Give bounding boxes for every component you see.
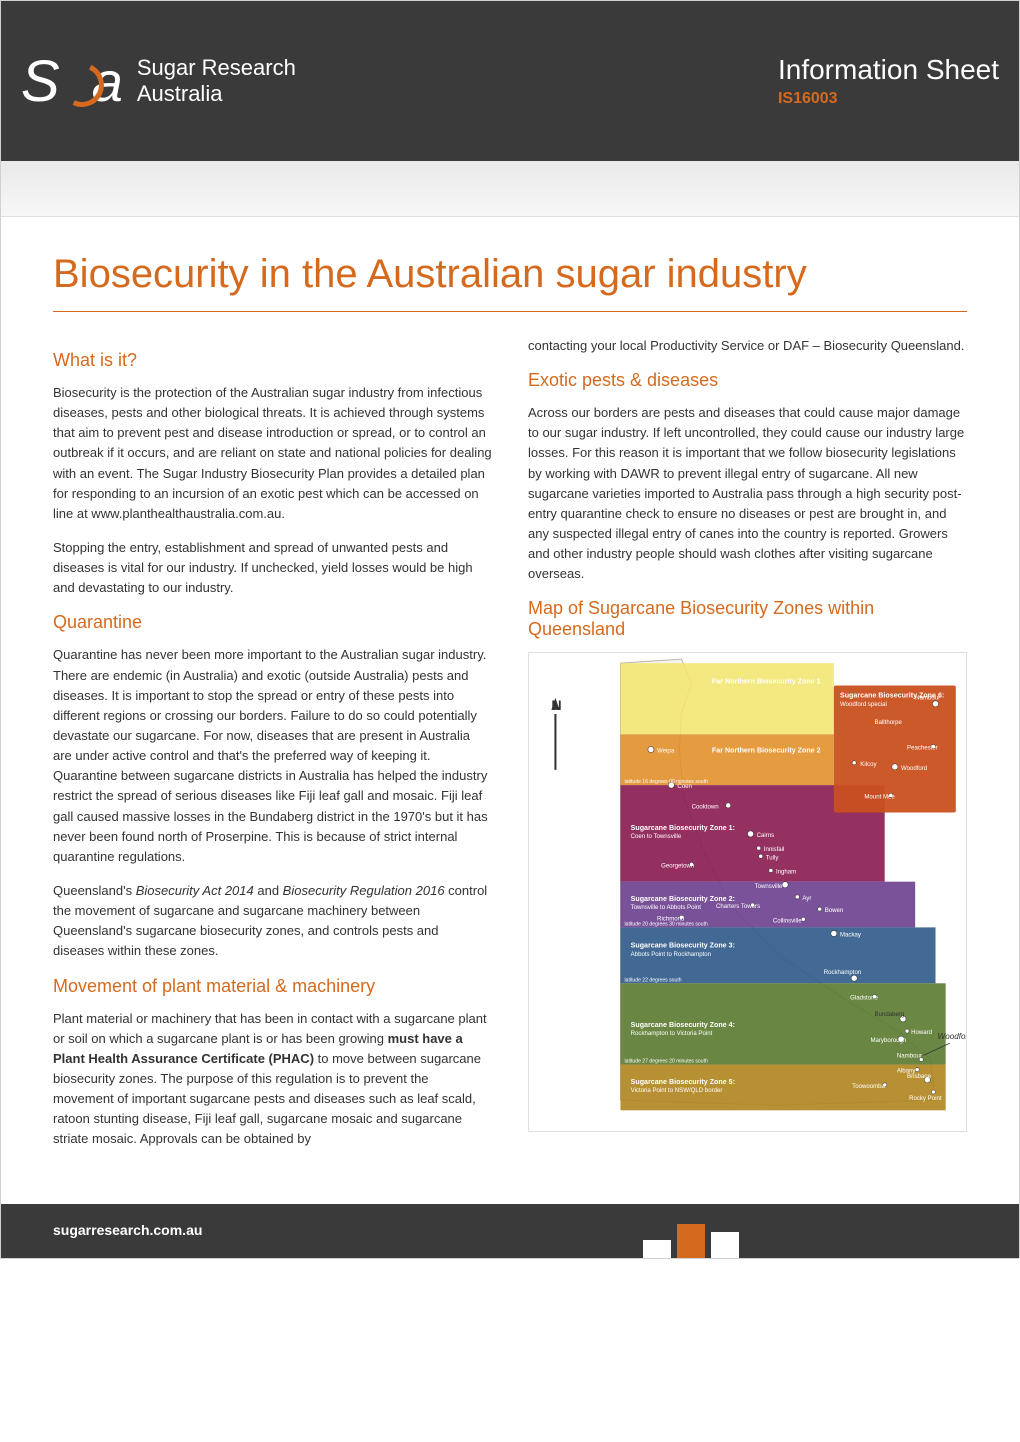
- info-sheet-title: Information Sheet: [778, 54, 999, 86]
- footer-url: sugarresearch.com.au: [53, 1222, 202, 1238]
- exotic-p1: Across our borders are pests and disease…: [528, 403, 967, 584]
- svg-text:latitude 20 degrees 30 minutes: latitude 20 degrees 30 minutes south: [625, 922, 708, 928]
- info-sheet-code: IS16003: [778, 90, 999, 108]
- svg-text:Sugarcane Biosecurity Zone 4:: Sugarcane Biosecurity Zone 4:: [631, 1021, 735, 1029]
- header-stripe: [1, 161, 1019, 217]
- leaf-icon: [54, 57, 98, 101]
- svg-text:Mackay: Mackay: [840, 932, 862, 939]
- svg-text:Gladstone: Gladstone: [850, 995, 878, 1002]
- svg-text:Woodford: Woodford: [901, 765, 927, 772]
- heading-movement: Movement of plant material & machinery: [53, 976, 492, 997]
- svg-text:Mount Mee: Mount Mee: [864, 794, 895, 801]
- svg-text:Tully: Tully: [766, 855, 780, 862]
- svg-text:Maryborough: Maryborough: [870, 1038, 906, 1045]
- svg-text:Woodford special: Woodford special: [840, 701, 887, 708]
- what-is-it-p2: Stopping the entry, establishment and sp…: [53, 538, 492, 598]
- svg-text:Brisbane: Brisbane: [907, 1073, 932, 1080]
- svg-text:Innisfail: Innisfail: [764, 847, 785, 854]
- svg-text:Nambour: Nambour: [897, 1053, 922, 1060]
- svg-text:Sugarcane Biosecurity Zone 3:: Sugarcane Biosecurity Zone 3:: [631, 942, 735, 950]
- info-sheet-block: Information Sheet IS16003: [778, 54, 999, 108]
- svg-text:Sugarcane Biosecurity Zone 1:: Sugarcane Biosecurity Zone 1:: [631, 824, 735, 832]
- svg-text:Abbots Point to Rockhampton: Abbots Point to Rockhampton: [631, 951, 711, 958]
- svg-text:Sugarcane Biosecurity Zone 2:: Sugarcane Biosecurity Zone 2:: [631, 895, 735, 903]
- movement-p1-cont: contacting your local Productivity Servi…: [528, 336, 967, 356]
- heading-map: Map of Sugarcane Biosecurity Zones withi…: [528, 598, 967, 640]
- svg-text:latitude 22 degrees south: latitude 22 degrees south: [625, 978, 682, 984]
- svg-text:Peachester: Peachester: [907, 745, 938, 752]
- svg-text:Cairns: Cairns: [757, 832, 775, 839]
- right-column: contacting your local Productivity Servi…: [528, 336, 967, 1164]
- svg-text:Ingham: Ingham: [776, 869, 796, 876]
- biosecurity-zones-map: N: [528, 652, 967, 1132]
- zone-far-northern-1: [620, 664, 833, 735]
- svg-text:Far Northern Biosecurity Zone: Far Northern Biosecurity Zone 1: [712, 678, 821, 686]
- svg-text:Far Northern Biosecurity Zone: Far Northern Biosecurity Zone 2: [712, 747, 821, 755]
- zone-far-northern-2: [620, 735, 833, 786]
- svg-text:latitude 27 degrees 20 minutes: latitude 27 degrees 20 minutes south: [625, 1059, 708, 1065]
- svg-text:Coen to Townsville: Coen to Townsville: [631, 833, 682, 840]
- svg-text:Collinsville: Collinsville: [773, 918, 802, 925]
- svg-text:Cooktown: Cooktown: [692, 804, 719, 811]
- svg-text:Townsville: Townsville: [755, 883, 783, 890]
- what-is-it-p1: Biosecurity is the protection of the Aus…: [53, 383, 492, 524]
- movement-p1: Plant material or machinery that has bee…: [53, 1009, 492, 1150]
- svg-text:Rockhampton to Victoria Point: Rockhampton to Victoria Point: [631, 1031, 713, 1038]
- svg-text:latitude 16 degrees 00 minutes: latitude 16 degrees 00 minutes south: [625, 779, 708, 785]
- document-title: Biosecurity in the Australian sugar indu…: [53, 251, 967, 297]
- svg-text:Charters Towers: Charters Towers: [716, 903, 760, 910]
- svg-text:Weipa: Weipa: [657, 748, 675, 755]
- svg-text:Townsville to Abbots Point: Townsville to Abbots Point: [631, 905, 702, 912]
- footer: sugarresearch.com.au: [1, 1204, 1019, 1258]
- svg-text:Rocky Point: Rocky Point: [909, 1096, 942, 1103]
- svg-text:Ballthorpe: Ballthorpe: [875, 720, 903, 727]
- quarantine-p1: Quarantine has never been more important…: [53, 645, 492, 867]
- map-svg: N: [529, 653, 966, 1131]
- logo: Sa Sugar Research Australia: [21, 48, 296, 115]
- footer-decoration: [643, 1224, 739, 1258]
- svg-text:Rockhampton: Rockhampton: [824, 970, 862, 977]
- sra-logo-mark: Sa: [21, 48, 123, 115]
- svg-text:Nambour: Nambour: [915, 695, 940, 702]
- svg-text:Ayr: Ayr: [802, 895, 811, 902]
- heading-exotic: Exotic pests & diseases: [528, 370, 967, 391]
- svg-text:Howard: Howard: [911, 1030, 932, 1037]
- heading-what-is-it: What is it?: [53, 350, 492, 371]
- title-rule: [53, 311, 967, 312]
- heading-quarantine: Quarantine: [53, 612, 492, 633]
- header-banner: Sa Sugar Research Australia Information …: [1, 1, 1019, 161]
- svg-text:Toowoomba: Toowoomba: [852, 1083, 885, 1090]
- svg-text:Georgetown: Georgetown: [661, 863, 694, 870]
- svg-text:Victoria Point to NSW/QLD bord: Victoria Point to NSW/QLD border: [631, 1087, 723, 1094]
- svg-text:Kilcoy: Kilcoy: [860, 761, 877, 768]
- svg-text:Bundaberg: Bundaberg: [875, 1011, 905, 1018]
- svg-text:Bowen: Bowen: [825, 908, 844, 915]
- quarantine-p2: Queensland's Biosecurity Act 2014 and Bi…: [53, 881, 492, 962]
- svg-text:Sugarcane Biosecurity Zone 5:: Sugarcane Biosecurity Zone 5:: [631, 1078, 735, 1086]
- left-column: What is it? Biosecurity is the protectio…: [53, 336, 492, 1164]
- svg-text:Woodford special: Woodford special: [938, 1033, 966, 1042]
- brand-name: Sugar Research Australia: [137, 55, 296, 108]
